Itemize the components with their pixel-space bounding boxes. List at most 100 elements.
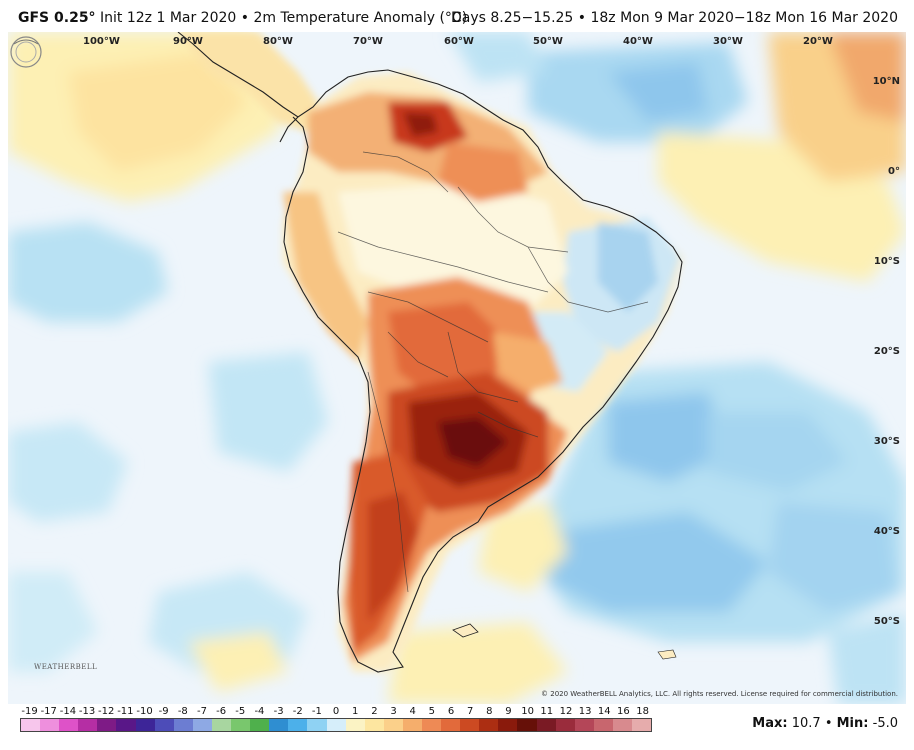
legend-swatch <box>269 719 289 731</box>
legend-swatch <box>517 719 537 731</box>
legend-tick-label: -2 <box>292 706 303 717</box>
legend-tick-label: -8 <box>177 706 188 717</box>
lat-label: 50°S <box>873 616 900 627</box>
lat-label: 20°S <box>873 346 900 357</box>
legend-tick-label: -14 <box>59 706 77 717</box>
legend-swatch <box>536 719 556 731</box>
model-name: GFS 0.25° <box>18 10 96 26</box>
country-borders <box>337 151 649 593</box>
legend-swatch <box>345 719 365 731</box>
legend-tick-label: 8 <box>486 706 493 717</box>
legend-tick-label: -6 <box>216 706 227 717</box>
legend-swatch <box>441 719 461 731</box>
max-min-readout: Max: 10.7 • Min: -5.0 <box>752 716 898 731</box>
legend-swatch <box>421 719 442 731</box>
legend-tick-label: 14 <box>597 706 611 717</box>
legend-tick-label: -19 <box>21 706 38 717</box>
logo-text: WEATHERBELL <box>34 663 98 671</box>
lat-label: 40°S <box>873 526 900 537</box>
falkland-islands <box>452 623 479 638</box>
legend-swatch <box>593 719 613 731</box>
init-info: Init 12z 1 Mar 2020 • 2m Temperature Ano… <box>100 10 468 26</box>
legend-tick-label: -3 <box>273 706 284 717</box>
min-value: -5.0 <box>872 716 898 731</box>
legend-tick-label: 13 <box>578 706 592 717</box>
legend-tick-label: -5 <box>235 706 246 717</box>
legend-swatch <box>402 719 422 731</box>
legend-swatch <box>192 719 212 731</box>
legend-tick-label: 2 <box>371 706 378 717</box>
coastlines <box>177 32 683 673</box>
legend-swatch <box>479 719 499 731</box>
legend-swatch <box>116 719 136 731</box>
legend-swatch <box>460 719 480 731</box>
legend-tick-label: -10 <box>136 706 153 717</box>
legend-swatch <box>135 719 155 731</box>
lon-label: 90°W <box>173 36 203 47</box>
legend-tick-label: 1 <box>352 706 359 717</box>
legend-swatch <box>498 719 518 731</box>
map-header: GFS 0.25° Init 12z 1 Mar 2020 • 2m Tempe… <box>0 0 914 32</box>
map-title: GFS 0.25° Init 12z 1 Mar 2020 • 2m Tempe… <box>18 10 467 26</box>
legend-tick-label: 18 <box>636 706 649 717</box>
legend-swatch <box>78 719 98 731</box>
legend-tick-label: 4 <box>409 706 416 717</box>
lon-label: 40°W <box>623 36 653 47</box>
lat-label: 10°N <box>872 76 900 87</box>
legend-tick-label: 16 <box>617 706 630 717</box>
legend-swatch <box>307 719 327 731</box>
lon-label: 70°W <box>353 36 383 47</box>
legend-tick-label: 0 <box>332 706 340 717</box>
lon-label: 20°W <box>803 36 833 47</box>
legend-tick-label: 11 <box>540 706 554 717</box>
lon-label: 50°W <box>533 36 563 47</box>
map-canvas <box>8 32 906 704</box>
legend-swatch <box>574 719 594 731</box>
lat-label: 10°S <box>873 256 900 267</box>
anomaly-map[interactable]: 100°W 90°W 80°W 70°W 60°W 50°W 40°W 30°W… <box>8 32 906 704</box>
legend-tick-label: -1 <box>311 706 322 717</box>
lat-label: 30°S <box>873 436 900 447</box>
legend-tick-label: 6 <box>447 706 455 717</box>
lon-label: 80°W <box>263 36 293 47</box>
legend-tick-label: 9 <box>505 706 512 717</box>
max-label: Max: <box>752 716 788 731</box>
legend-tick-label: -17 <box>40 706 57 717</box>
legend-swatch <box>154 719 174 731</box>
legend-swatch <box>326 719 346 731</box>
legend-swatches <box>20 718 652 732</box>
legend-tick-label: -12 <box>98 706 115 717</box>
legend-swatch <box>97 719 117 731</box>
legend-tick-label: -9 <box>158 706 169 717</box>
weatherbell-logo-icon <box>10 36 42 68</box>
lon-label: 30°W <box>713 36 743 47</box>
legend-tick-label: -7 <box>196 706 207 717</box>
legend-swatch <box>59 719 79 731</box>
legend-tick-label: 5 <box>428 706 436 717</box>
legend-swatch <box>250 719 270 731</box>
legend-tick-label: -11 <box>117 706 134 717</box>
legend-swatch <box>231 719 251 731</box>
legend-swatch <box>612 719 632 731</box>
legend-swatch <box>383 719 403 731</box>
copyright-notice: © 2020 WeatherBELL Analytics, LLC. All r… <box>541 690 898 698</box>
legend-labels: -19 -17 -14 -13 -12 -11 -10 -9 -8 -7 -6 -5 -4 -3 -2 -1 0… <box>20 706 652 718</box>
legend-swatch <box>288 719 308 731</box>
max-value: 10.7 <box>791 716 821 731</box>
land-anomalies <box>178 32 683 672</box>
legend-swatch <box>21 719 41 731</box>
lon-label: 60°W <box>444 36 474 47</box>
ocean-anomalies <box>8 32 906 704</box>
legend-tick-label: 7 <box>466 706 474 717</box>
legend-swatch <box>632 719 652 731</box>
lat-label: 0° <box>888 166 900 177</box>
legend-tick-label: 10 <box>521 706 534 717</box>
legend-swatch <box>555 719 575 731</box>
lon-label: 100°W <box>83 36 120 47</box>
valid-period: Days 8.25−15.25 • 18z Mon 9 Mar 2020−18z… <box>450 10 898 26</box>
south-georgia <box>657 649 677 660</box>
legend-tick-label: -13 <box>78 706 96 717</box>
legend-swatch <box>40 719 60 731</box>
color-legend: -19 -17 -14 -13 -12 -11 -10 -9 -8 -7 -6 -5 -4 -3 -2 -1 0… <box>20 706 652 732</box>
legend-tick-label: 3 <box>390 706 397 717</box>
